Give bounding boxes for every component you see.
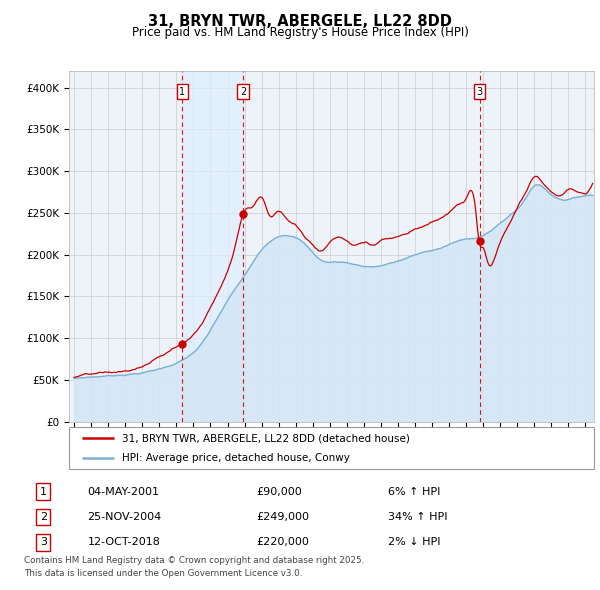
Text: 31, BRYN TWR, ABERGELE, LL22 8DD (detached house): 31, BRYN TWR, ABERGELE, LL22 8DD (detach… <box>121 433 409 443</box>
Text: 6% ↑ HPI: 6% ↑ HPI <box>388 487 440 497</box>
Text: 34% ↑ HPI: 34% ↑ HPI <box>388 512 448 522</box>
Text: £249,000: £249,000 <box>256 512 309 522</box>
Text: Contains HM Land Registry data © Crown copyright and database right 2025.
This d: Contains HM Land Registry data © Crown c… <box>24 556 364 578</box>
Text: £220,000: £220,000 <box>256 537 309 548</box>
Text: 3: 3 <box>40 537 47 548</box>
Text: 31, BRYN TWR, ABERGELE, LL22 8DD: 31, BRYN TWR, ABERGELE, LL22 8DD <box>148 14 452 28</box>
Text: 3: 3 <box>476 87 482 97</box>
Text: 2% ↓ HPI: 2% ↓ HPI <box>388 537 441 548</box>
Bar <box>182 71 243 422</box>
FancyBboxPatch shape <box>69 427 594 469</box>
Text: 25-NOV-2004: 25-NOV-2004 <box>88 512 162 522</box>
Text: 04-MAY-2001: 04-MAY-2001 <box>88 487 160 497</box>
Text: 2: 2 <box>40 512 47 522</box>
Text: 1: 1 <box>40 487 47 497</box>
Text: 1: 1 <box>179 87 185 97</box>
Text: Price paid vs. HM Land Registry's House Price Index (HPI): Price paid vs. HM Land Registry's House … <box>131 26 469 39</box>
Text: 2: 2 <box>240 87 247 97</box>
Text: 12-OCT-2018: 12-OCT-2018 <box>88 537 160 548</box>
Text: £90,000: £90,000 <box>256 487 302 497</box>
Text: HPI: Average price, detached house, Conwy: HPI: Average price, detached house, Conw… <box>121 453 349 463</box>
